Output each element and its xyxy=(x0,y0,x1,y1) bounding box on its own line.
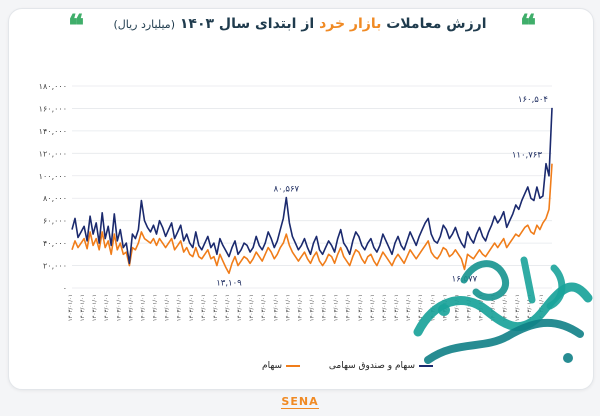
x-tick-label-16: ۱۴۰۳/۰۱/۰۱ xyxy=(116,294,122,321)
x-tick-label-40: ۱۴۰۳/۰۱/۰۱ xyxy=(189,294,195,321)
y-tick-label-4: ۸۰,۰۰۰ xyxy=(43,194,67,203)
x-tick-label-0: ۱۴۰۳/۰۱/۰۱ xyxy=(68,294,74,321)
x-tick-label-116: ۱۴۰۳/۰۱/۰۱ xyxy=(418,294,424,321)
legend-label-orange: سهام xyxy=(262,361,283,371)
sena-logo: SENA xyxy=(270,390,330,409)
x-tick-label-28: ۱۴۰۳/۰۱/۰۱ xyxy=(153,294,159,321)
title-part-1: ارزش معاملات xyxy=(386,16,487,32)
legend-swatch-orange xyxy=(286,365,301,367)
x-tick-label-104: ۱۴۰۳/۰۱/۰۱ xyxy=(382,294,388,321)
x-tick-label-72: ۱۴۰۳/۰۱/۰۱ xyxy=(285,294,291,321)
annotation-2: ۸۰,۵۶۷ xyxy=(274,185,300,195)
y-tick-label-8: ۱۶۰,۰۰۰ xyxy=(39,104,67,113)
x-tick-label-48: ۱۴۰۳/۰۱/۰۱ xyxy=(213,294,219,321)
y-tick-label-3: ۶۰,۰۰۰ xyxy=(43,217,67,226)
x-tick-label-148: ۱۴۰۳/۰۱/۰۱ xyxy=(515,294,521,321)
x-tick-label-80: ۱۴۰۳/۰۱/۰۱ xyxy=(310,294,316,321)
series-lines xyxy=(71,107,553,275)
y-tick-label-2: ۴۰,۰۰۰ xyxy=(43,239,67,248)
x-tick-label-64: ۱۴۰۳/۰۱/۰۱ xyxy=(261,294,267,321)
grid-lines xyxy=(72,85,552,289)
x-tick-label-32: ۱۴۰۳/۰۱/۰۱ xyxy=(165,294,171,321)
legend-label-navy: سهام و صندوق سهامی xyxy=(328,361,415,371)
x-tick-label-100: ۱۴۰۳/۰۱/۰۱ xyxy=(370,294,376,321)
chart-card xyxy=(8,8,594,390)
watermark-logo xyxy=(413,256,593,364)
x-tick-label-4: ۱۴۰۳/۰۱/۰۱ xyxy=(80,294,86,321)
x-tick-label-128: ۱۴۰۳/۰۱/۰۱ xyxy=(454,294,460,321)
y-tick-label-6: ۱۲۰,۰۰۰ xyxy=(39,149,67,158)
x-tick-label-24: ۱۴۰۳/۰۱/۰۱ xyxy=(140,294,146,321)
x-tick-label-140: ۱۴۰۳/۰۱/۰۱ xyxy=(491,294,497,321)
y-tick-label-1: ۲۰,۰۰۰ xyxy=(43,262,67,271)
y-tick-label-7: ۱۴۰,۰۰۰ xyxy=(39,127,67,136)
x-tick-label-8: ۱۴۰۳/۰۱/۰۱ xyxy=(92,294,98,321)
annotation-1: ۱۱۰,۷۶۳ xyxy=(512,151,543,161)
annotation-3: ۱۳,۱۰۹ xyxy=(216,278,242,288)
x-tick-label-56: ۱۴۰۳/۰۱/۰۱ xyxy=(237,294,243,321)
legend: سهام و صندوق سهامی سهام xyxy=(236,360,433,371)
annotation-0: ۱۶۰,۵۰۴ xyxy=(518,95,548,105)
x-tick-label-68: ۱۴۰۳/۰۱/۰۱ xyxy=(273,294,279,321)
x-tick-label-144: ۱۴۰۳/۰۱/۰۱ xyxy=(503,294,509,321)
x-tick-label-92: ۱۴۰۳/۰۱/۰۱ xyxy=(346,294,352,321)
y-tick-label-5: ۱۰۰,۰۰۰ xyxy=(39,172,67,181)
title-part-2: بازار خرد xyxy=(319,16,382,32)
y-tick-label-0: ۰ xyxy=(63,284,67,293)
title-part-3: از ابتدای سال ۱۴۰۳ xyxy=(179,16,315,32)
x-tick-label-152: ۱۴۰۳/۰۱/۰۱ xyxy=(527,294,533,321)
x-tick-label-76: ۱۴۰۳/۰۱/۰۱ xyxy=(297,294,303,321)
x-tick-label-112: ۱۴۰۳/۰۱/۰۱ xyxy=(406,294,412,321)
y-tick-label-9: ۱۸۰,۰۰۰ xyxy=(39,82,67,91)
title-unit: (میلیارد ریال) xyxy=(113,18,175,31)
quote-close-icon: ❝ xyxy=(520,9,537,44)
x-tick-label-108: ۱۴۰۳/۰۱/۰۱ xyxy=(394,294,400,321)
x-tick-label-20: ۱۴۰۳/۰۱/۰۱ xyxy=(128,294,134,321)
x-tick-label-60: ۱۴۰۳/۰۱/۰۱ xyxy=(249,294,255,321)
sena-logo-text: SENA xyxy=(281,395,319,409)
y-axis-ticks: ۰ ۲۰,۰۰۰ ۴۰,۰۰۰ ۶۰,۰۰۰ ۸۰,۰۰۰ ۱۰۰,۰۰۰ ۱۲۰,۰۰۰ ۱… xyxy=(39,82,67,293)
x-tick-label-132: ۱۴۰۳/۰۱/۰۱ xyxy=(466,294,472,321)
x-tick-label-36: ۱۴۰۳/۰۱/۰۱ xyxy=(177,294,183,321)
x-tick-label-88: ۱۴۰۳/۰۱/۰۱ xyxy=(334,294,340,321)
series-line-0 xyxy=(71,107,553,265)
series-line-1 xyxy=(71,163,553,275)
quote-open-icon: ❝ xyxy=(68,9,85,44)
x-tick-label-52: ۱۴۰۳/۰۱/۰۱ xyxy=(225,294,231,321)
x-tick-label-96: ۱۴۰۳/۰۱/۰۱ xyxy=(358,294,364,321)
x-axis-ticks: ۱۴۰۳/۰۱/۰۱ ۱۴۰۳/۰۱/۰۱ ۱۴۰۳/۰۱/۰۱ ۱۴۰۳/۰۱/۰۱… xyxy=(68,294,545,321)
legend-item-navy: سهام و صندوق سهامی xyxy=(329,361,433,371)
legend-swatch-navy xyxy=(419,365,433,367)
chart-title: ارزش معاملات بازار خرد از ابتدای سال ۱۴۰… xyxy=(0,16,600,32)
legend-item-orange: سهام xyxy=(262,361,301,371)
x-tick-label-12: ۱۴۰۳/۰۱/۰۱ xyxy=(104,294,110,321)
x-tick-label-44: ۱۴۰۳/۰۱/۰۱ xyxy=(201,294,207,321)
x-tick-label-84: ۱۴۰۳/۰۱/۰۱ xyxy=(322,294,328,321)
